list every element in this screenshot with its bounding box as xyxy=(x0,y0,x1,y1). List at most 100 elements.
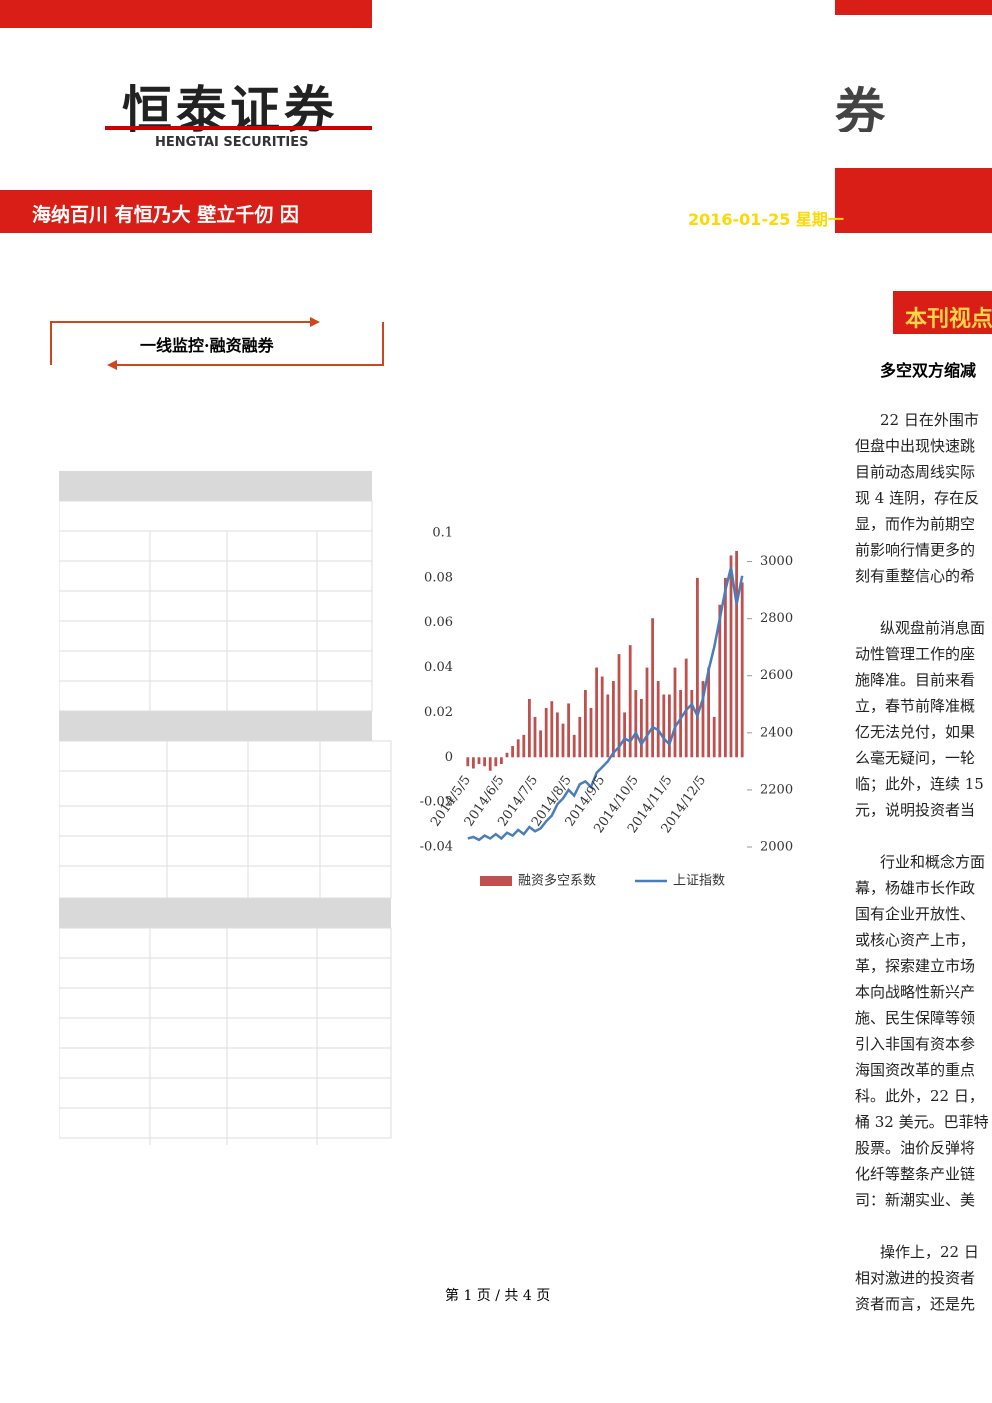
article-line: 施、民生保障等领 xyxy=(855,1009,976,1027)
bar xyxy=(477,757,481,765)
article-line: 科。此外，22 日， xyxy=(855,1087,984,1105)
article-line: 立，春节前降准概 xyxy=(855,697,976,715)
page-number: 第 1 页 / 共 4 页 xyxy=(445,1288,551,1304)
y2-tick-label: 2800 xyxy=(760,611,793,626)
bar xyxy=(612,681,615,758)
y2-tick-label: 2200 xyxy=(760,782,793,797)
bar xyxy=(729,555,733,758)
y2-tick-label: 2400 xyxy=(760,725,793,740)
article-line: 现 4 连阴，存在反 xyxy=(855,489,980,507)
article-line: 但盘中出现快速跳 xyxy=(855,437,976,455)
right-title: 融券 xyxy=(835,83,885,132)
article-line: 幕，杨雄市长作政 xyxy=(855,879,976,897)
bar xyxy=(494,757,498,767)
bar xyxy=(640,698,643,758)
bar xyxy=(673,667,677,758)
y2-tick-label: 2000 xyxy=(760,840,793,855)
legend-label: 融资多空系数 xyxy=(518,873,596,889)
article-line: 显，而作为前期空 xyxy=(855,515,976,533)
logo: 恒泰证券 xyxy=(122,81,338,139)
bar xyxy=(712,716,716,758)
logo-en: HENGTAI SECURITIES xyxy=(155,135,309,150)
y2-tick-label: 2600 xyxy=(760,668,793,683)
y-tick-label: 0.06 xyxy=(424,615,453,630)
bar xyxy=(511,746,514,758)
date: 2016-01-25 星期一 xyxy=(688,210,844,229)
section-title: 本刊视点 xyxy=(905,307,992,332)
bar xyxy=(516,739,520,758)
article-line: 临；此外，连续 15 xyxy=(855,775,984,793)
article-line: 资者而言，还是先 xyxy=(855,1295,976,1313)
bar xyxy=(472,757,475,769)
legend-swatch xyxy=(480,876,512,886)
section-band: 本刊视点 xyxy=(893,291,992,334)
article-line: 引入非国有资本参 xyxy=(855,1035,976,1053)
article-line: 元，说明投资者当 xyxy=(855,801,976,819)
slogan-band: 海纳百川 有恒乃大 壁立千仞 因 xyxy=(0,190,372,233)
bar xyxy=(740,582,744,758)
date-band xyxy=(835,168,992,233)
article-line: 施降准。目前来看 xyxy=(855,671,976,689)
slogan: 海纳百川 有恒乃大 壁立千仞 因 xyxy=(32,204,299,226)
empty-table xyxy=(59,471,392,1145)
bar xyxy=(718,604,722,758)
y-tick-label: 0.04 xyxy=(424,660,453,675)
bar xyxy=(572,734,576,758)
box-frame xyxy=(50,317,384,370)
article-line: 前影响行情更多的 xyxy=(855,541,976,559)
bar xyxy=(595,667,598,758)
bar xyxy=(735,550,738,758)
article-line: 行业和概念方面 xyxy=(880,853,986,871)
bar xyxy=(724,577,727,758)
bar xyxy=(668,694,671,758)
article-line: 化纤等整条产业链 xyxy=(855,1165,976,1183)
bar xyxy=(544,707,548,758)
bar xyxy=(707,667,710,758)
legend-label: 上证指数 xyxy=(673,874,725,889)
bar xyxy=(539,730,542,758)
bar xyxy=(656,681,660,758)
bar xyxy=(696,577,699,758)
bar xyxy=(488,757,492,771)
line-series xyxy=(467,566,744,842)
bar xyxy=(561,723,565,758)
y-tick-label: 0 xyxy=(445,750,453,765)
bar xyxy=(528,698,531,758)
bar xyxy=(578,716,582,758)
logo-rule xyxy=(105,126,372,130)
bar xyxy=(533,716,537,758)
article-line: 革，探索建立市场 xyxy=(855,957,976,975)
bar xyxy=(651,618,654,758)
y2-tick-label: 3000 xyxy=(760,554,793,569)
y-tick-label: -0.04 xyxy=(420,840,453,855)
top-band xyxy=(835,0,992,15)
y-tick-label: -0.02 xyxy=(420,795,453,810)
top-band xyxy=(0,0,372,28)
article-line: 22 日在外围市 xyxy=(880,411,979,429)
box-title: 一线监控·融资融券 xyxy=(140,336,274,355)
article-line: 纵观盘前消息面 xyxy=(880,619,986,637)
title-clip: 融券 xyxy=(835,72,992,132)
article-line: 或核心资产上市， xyxy=(855,931,976,949)
bar xyxy=(645,667,649,758)
bar xyxy=(701,681,705,758)
bar xyxy=(466,757,470,767)
bar xyxy=(483,757,486,767)
bar xyxy=(690,690,694,758)
bar xyxy=(634,690,638,758)
article-line: 本向战略性新兴产 xyxy=(855,983,976,1001)
article-line: 海国资改革的重点 xyxy=(855,1061,976,1079)
article-line: 操作上，22 日 xyxy=(880,1243,979,1261)
bar xyxy=(589,707,593,758)
article-line: 股票。油价反弹将 xyxy=(855,1139,976,1157)
chart: -0.04 -0.02 0 0.02 0.04 0.06 0.08 0.1 2000 2200 24… xyxy=(420,526,793,889)
bar xyxy=(623,712,626,758)
bar xyxy=(628,645,632,758)
bar xyxy=(500,757,503,765)
article-line: 相对激进的投资者 xyxy=(855,1269,976,1287)
y-tick-label: 0.02 xyxy=(424,705,453,720)
bar xyxy=(684,658,688,758)
article-line: 么毫无疑问，一轮 xyxy=(855,749,976,767)
article-line: 国有企业开放性、 xyxy=(855,905,976,923)
y-tick-label: 0.1 xyxy=(432,526,453,541)
